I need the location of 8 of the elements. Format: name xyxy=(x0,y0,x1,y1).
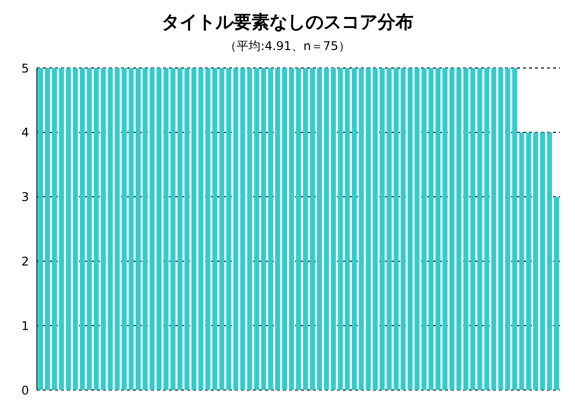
chart-title: タイトル要素なしのスコア分布 xyxy=(160,11,414,34)
chart-subtitle: （平均:4.91、n＝75） xyxy=(224,38,352,55)
y-tick-label: 4 xyxy=(21,126,29,140)
y-tick-label: 0 xyxy=(21,383,29,398)
y-tick-label: 3 xyxy=(21,190,29,204)
y-tick-label: 5 xyxy=(21,61,29,76)
y-tick-label: 1 xyxy=(21,318,29,333)
y-tick-label: 2 xyxy=(21,254,29,268)
